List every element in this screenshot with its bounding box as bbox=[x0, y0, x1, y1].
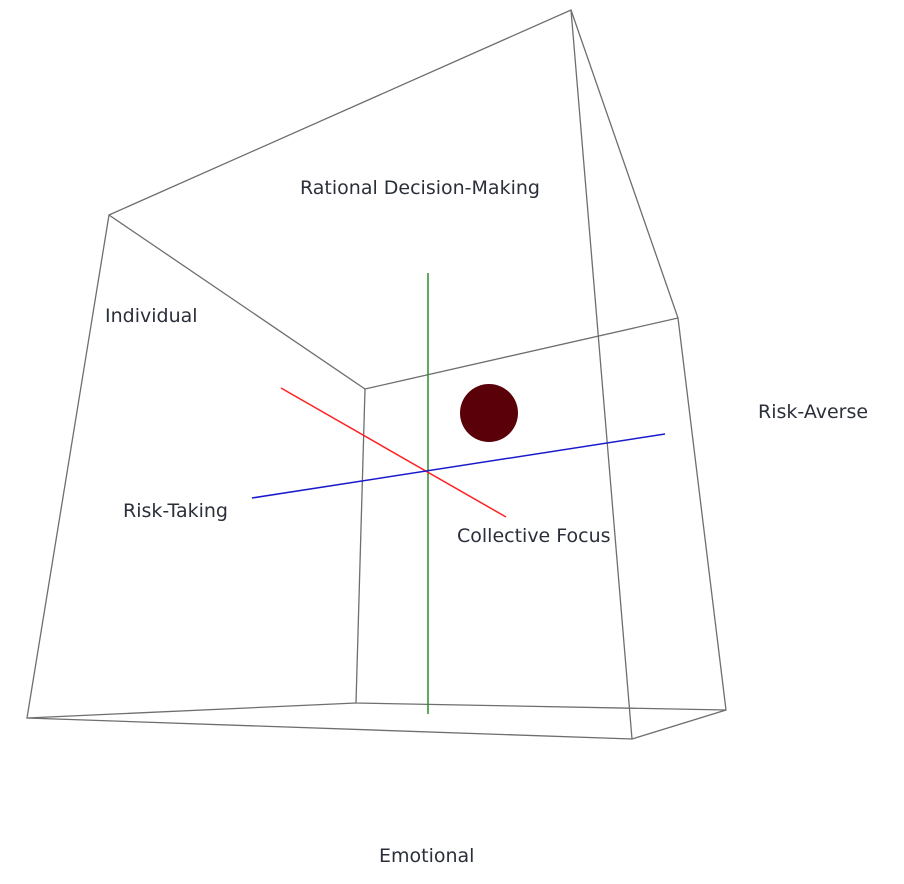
label-individual: Individual bbox=[105, 305, 198, 327]
data-point[interactable] bbox=[460, 384, 518, 442]
axes bbox=[251, 273, 666, 714]
bounding-box bbox=[26, 9, 727, 740]
label-risk-taking: Risk-Taking bbox=[123, 500, 228, 522]
label-collective-focus: Collective Focus bbox=[457, 525, 611, 547]
box-connecting-edges bbox=[26, 9, 633, 740]
horizontal-axis bbox=[251, 433, 666, 499]
label-risk-averse: Risk-Averse bbox=[758, 401, 869, 423]
depth-axis bbox=[280, 387, 507, 518]
label-emotional: Emotional bbox=[379, 845, 475, 867]
label-rational-decision-making: Rational Decision-Making bbox=[300, 177, 540, 199]
box-front-face bbox=[26, 9, 727, 740]
box-back-face bbox=[355, 317, 727, 711]
